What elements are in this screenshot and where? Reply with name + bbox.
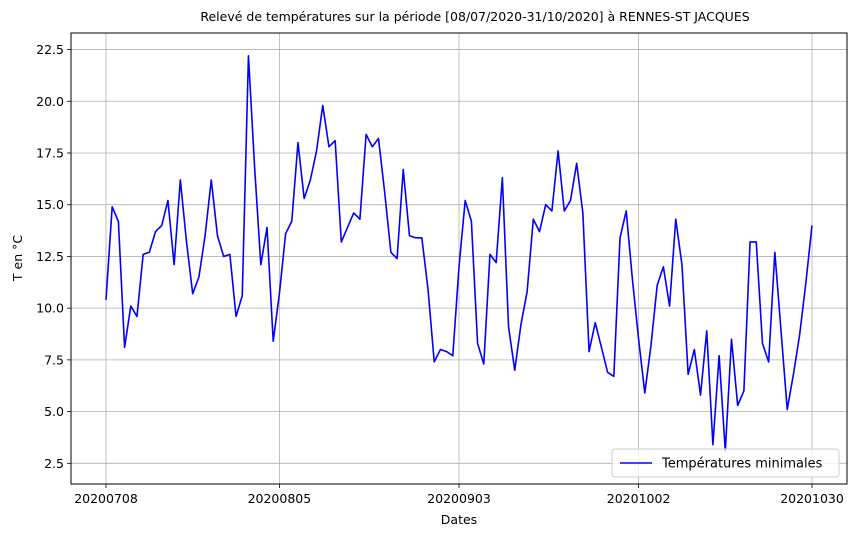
y-tick-label: 15.0	[36, 197, 64, 212]
x-tick-label: 20200708	[74, 491, 138, 506]
y-tick-label: 10.0	[36, 301, 64, 316]
y-tick-label: 2.5	[44, 456, 64, 471]
legend-label: Températures minimales	[661, 457, 823, 472]
legend-box	[611, 448, 840, 478]
x-axis-label: Dates	[441, 512, 477, 527]
series-group	[105, 54, 813, 452]
y-tick-label: 7.5	[44, 352, 64, 367]
y-tick-label: 20.0	[36, 94, 64, 109]
chart-title: Relevé de températures sur la période [0…	[200, 9, 749, 24]
series-line-temperatures-minimales	[105, 54, 813, 452]
y-tick-label: 5.0	[44, 404, 64, 419]
x-tick-label: 20200805	[248, 491, 312, 506]
grid	[71, 33, 847, 484]
y-tick-label: 12.5	[36, 249, 64, 264]
y-tick-label: 17.5	[36, 145, 64, 160]
y-axis-label: T en °C	[10, 235, 25, 282]
x-tick-label: 20201030	[780, 491, 844, 506]
legend: Températures minimales	[611, 448, 840, 478]
x-tick-label: 20201002	[607, 491, 671, 506]
y-tick-label: 22.5	[36, 42, 64, 57]
y-axis: 2.5 5.0 7.5 10.0 12.5 15.0 17.5 20.0 22.5	[36, 42, 71, 471]
x-tick-label: 20200903	[427, 491, 491, 506]
x-axis: 20200708 20200805 20200903 20201002 20201030	[74, 484, 844, 506]
